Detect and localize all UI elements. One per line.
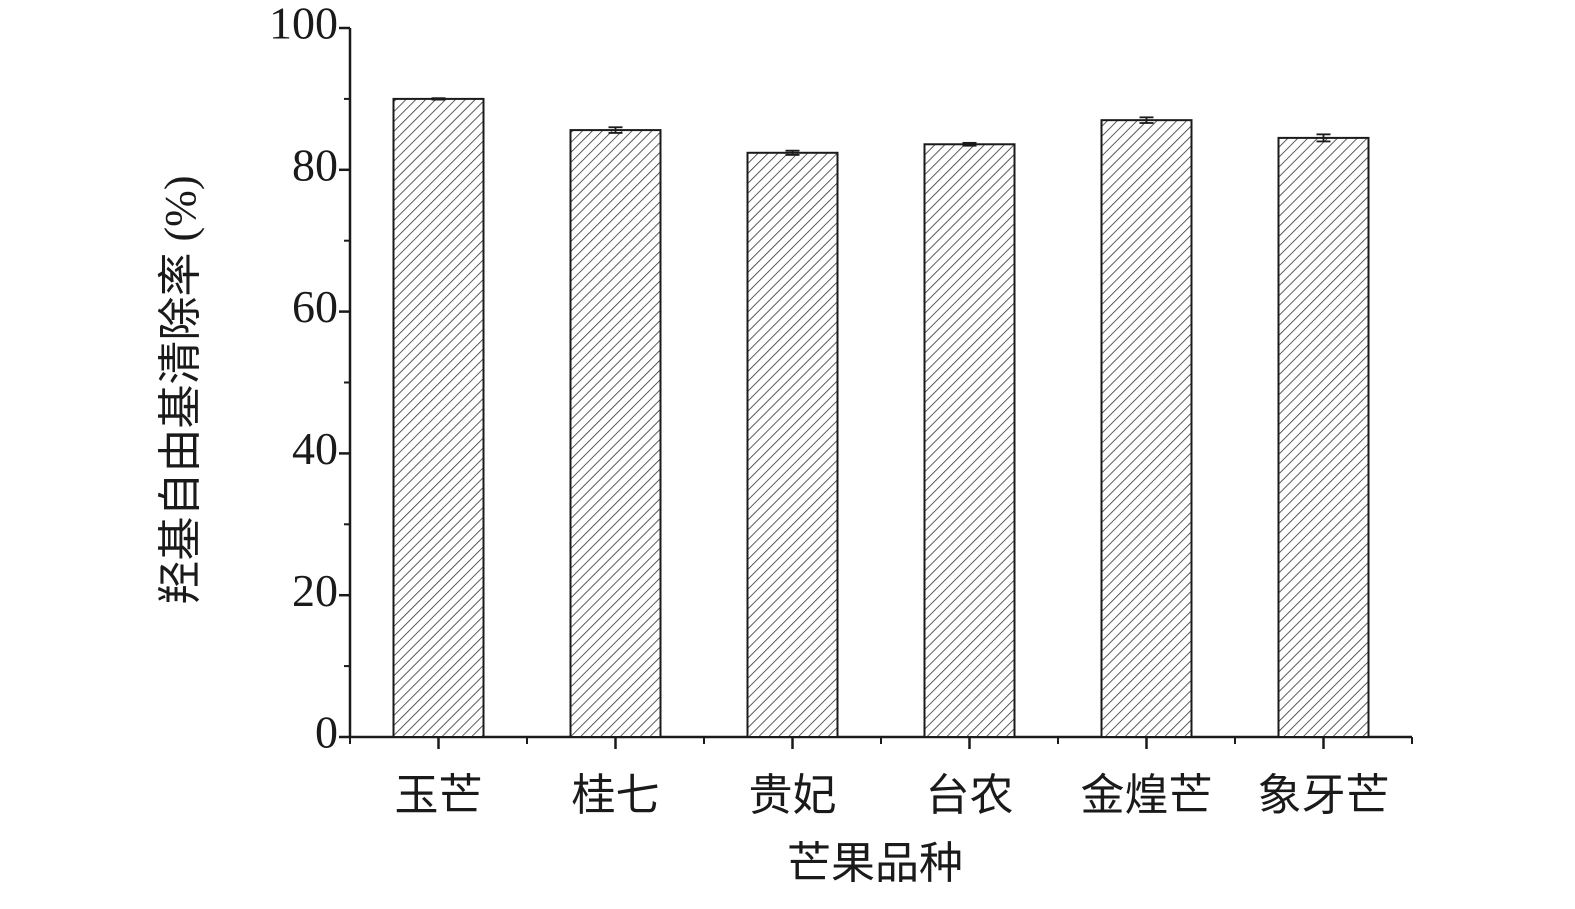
y-tick-label: 100 [269,0,338,49]
y-tick-label: 40 [292,423,338,474]
bar [1277,136,1370,738]
bar [392,97,485,738]
x-tick-label: 台农 [926,771,1014,820]
bar [923,143,1016,738]
bar [569,129,662,738]
x-tick-label: 象牙芒 [1258,771,1390,820]
x-tick-label: 桂七 [572,771,660,820]
y-tick-label: 80 [292,139,338,190]
y-tick-label: 60 [292,281,338,332]
bar [1100,119,1193,739]
y-axis-title: 羟基自由基清除率 (%) [156,176,205,605]
x-axis-title: 芒果品种 [787,839,963,888]
y-tick-label: 20 [292,565,338,616]
x-tick-label: 金煌芒 [1081,771,1213,820]
y-tick-label: 0 [315,707,338,758]
x-tick-label: 贵妃 [749,771,837,820]
bar [746,151,839,738]
x-tick-label: 玉芒 [395,771,483,820]
